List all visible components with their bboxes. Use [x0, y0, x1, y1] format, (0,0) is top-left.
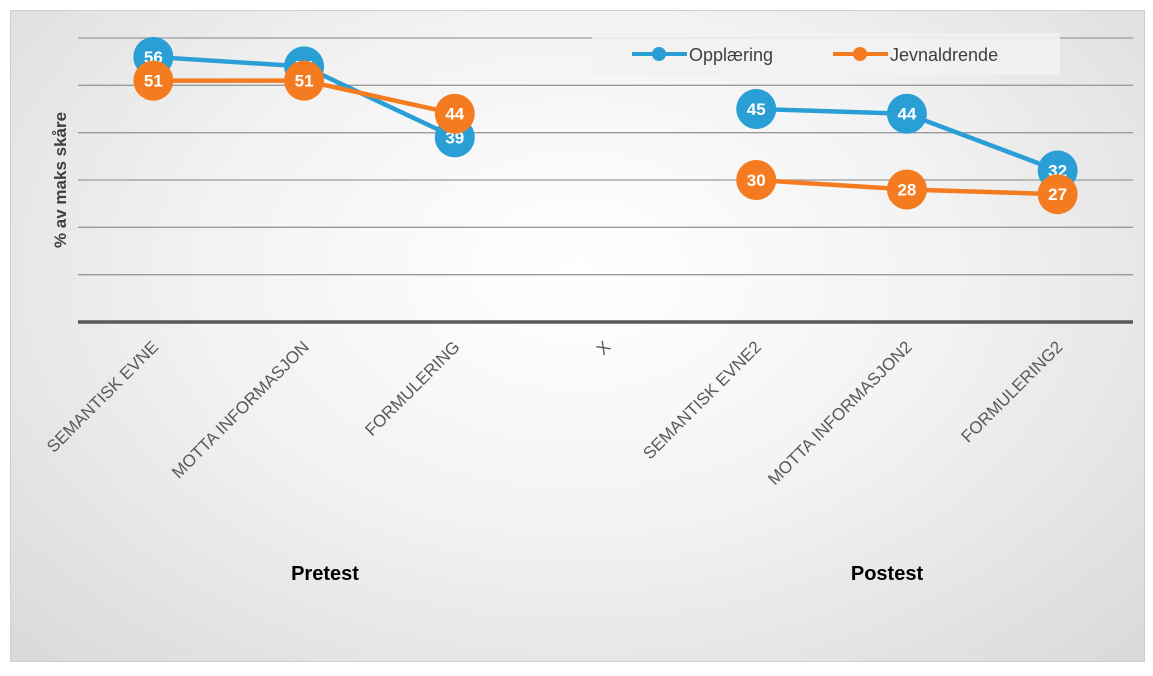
data-label: 27: [1048, 185, 1067, 204]
data-label: 51: [295, 72, 314, 91]
series-layer: 565439454432515144302827: [133, 36, 1078, 215]
series-jevnaldrende: 51 51 44 30 28 27: [133, 60, 1078, 215]
x-tick-label: MOTTA INFORMASJON2: [764, 337, 915, 488]
data-label: 44: [897, 105, 916, 124]
x-tick-labels: SEMANTISK EVNE MOTTA INFORMASJON FORMULERI…: [43, 337, 1066, 488]
y-axis-label: % av maks skåre: [51, 112, 70, 248]
data-point: [886, 169, 927, 210]
data-label: 28: [897, 180, 916, 199]
group-label-pretest: Pretest: [291, 563, 359, 585]
data-point: [886, 93, 927, 134]
data-point: [736, 160, 777, 200]
x-tick-label: FORMULERING2: [958, 337, 1067, 446]
group-labels: Pretest Postest: [291, 563, 923, 585]
data-label: 44: [445, 105, 464, 124]
legend-label-opplaering: Opplæring: [689, 45, 773, 65]
legend-marker-opplaering: [652, 47, 666, 61]
data-label: 30: [747, 171, 766, 190]
data-point: [434, 93, 475, 134]
x-tick-label: FORMULERING: [361, 337, 463, 439]
x-tick-label: MOTTA INFORMASJON: [168, 337, 313, 482]
x-tick-label: SEMANTISK EVNE2: [639, 337, 765, 463]
chart-frame: [10, 10, 1145, 662]
series-opplaering: 565439454432: [133, 36, 1078, 191]
data-label: 51: [144, 72, 163, 91]
data-point: [1037, 174, 1078, 215]
data-point: [736, 89, 777, 129]
data-point: [284, 60, 325, 101]
data-point: [133, 60, 174, 101]
legend-label-jevnaldrende: Jevnaldrende: [890, 45, 998, 65]
x-tick-label: X: [593, 337, 614, 358]
legend-marker-jevnaldrende: [853, 47, 867, 61]
group-label-postest: Postest: [851, 563, 924, 585]
legend: Opplæring Jevnaldrende: [592, 33, 1060, 75]
x-tick-label: SEMANTISK EVNE: [43, 337, 162, 456]
data-label: 45: [747, 100, 766, 119]
